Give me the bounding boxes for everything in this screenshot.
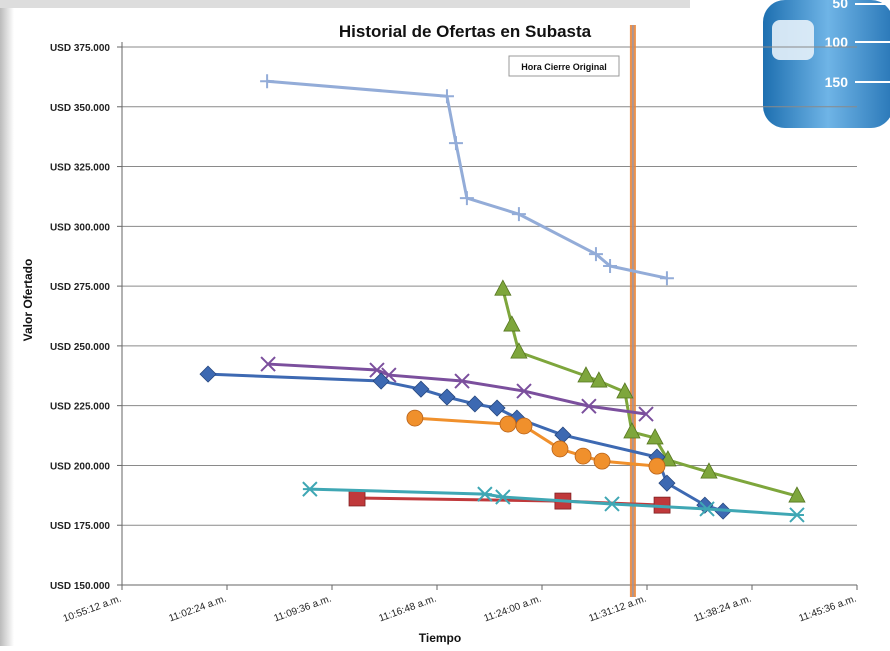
- y-tick-label: USD 300.000: [50, 222, 110, 233]
- y-tick-label: USD 275.000: [50, 282, 110, 293]
- y-tick-label: USD 200.000: [50, 461, 110, 472]
- chart: 50 100 150 Historial de Ofertas en Subas…: [0, 0, 890, 646]
- marker-shape: [659, 475, 675, 491]
- data-point: [624, 423, 640, 438]
- data-point: [605, 497, 619, 511]
- y-tick-label: USD 250.000: [50, 342, 110, 353]
- marker-shape: [504, 316, 520, 331]
- marker-shape: [500, 416, 516, 432]
- marker-shape: [449, 136, 463, 150]
- data-point: [555, 427, 571, 443]
- frame-shadow: [0, 0, 14, 646]
- data-point: [511, 343, 527, 358]
- marker-shape: [439, 389, 455, 405]
- x-tick-label: 11:16:48 a.m.: [377, 593, 438, 624]
- y-tick-label: USD 175.000: [50, 521, 110, 532]
- marker-shape: [489, 400, 505, 416]
- legend-label: Hora Cierre Original: [521, 62, 607, 72]
- data-point: [439, 389, 455, 405]
- marker-shape: [516, 418, 532, 434]
- marker-shape: [649, 458, 665, 474]
- data-point: [349, 490, 365, 506]
- series-line: [208, 374, 723, 511]
- y-tick-label: USD 150.000: [50, 581, 110, 592]
- data-point: [449, 136, 463, 150]
- data-point: [512, 207, 526, 221]
- data-point: [496, 490, 510, 504]
- data-point: [790, 508, 804, 522]
- marker-shape: [496, 490, 510, 504]
- beaker: 50 100 150: [763, 0, 890, 128]
- beaker-label: 100: [825, 34, 849, 50]
- marker-shape: [575, 448, 591, 464]
- data-point: [516, 418, 532, 434]
- marker-shape: [512, 207, 526, 221]
- data-point: [552, 441, 568, 457]
- y-tick-label: USD 325.000: [50, 163, 110, 174]
- data-point: [594, 453, 610, 469]
- frame-shadow: [0, 0, 690, 8]
- data-point: [467, 396, 483, 412]
- y-axis-label: Valor Ofertado: [21, 259, 35, 342]
- marker-shape: [460, 191, 474, 205]
- beaker-label: 150: [825, 74, 849, 90]
- beaker-label: 50: [832, 0, 848, 11]
- y-tick-label: USD 375.000: [50, 43, 110, 54]
- marker-shape: [413, 381, 429, 397]
- series-line: [267, 81, 667, 278]
- data-point: [649, 458, 665, 474]
- marker-shape: [790, 508, 804, 522]
- data-point: [460, 191, 474, 205]
- data-point: [413, 381, 429, 397]
- marker-shape: [511, 343, 527, 358]
- marker-shape: [349, 490, 365, 506]
- data-point: [260, 74, 274, 88]
- marker-shape: [200, 366, 216, 382]
- marker-shape: [260, 74, 274, 88]
- marker-shape: [555, 427, 571, 443]
- marker-shape: [467, 396, 483, 412]
- data-point: [440, 89, 454, 103]
- data-point: [495, 280, 511, 295]
- x-tick-label: 10:55:12 a.m.: [62, 593, 123, 624]
- chart-title: Historial de Ofertas en Subasta: [339, 22, 592, 41]
- marker-shape: [605, 497, 619, 511]
- data-point: [660, 271, 674, 285]
- marker-shape: [407, 410, 423, 426]
- marker-shape: [495, 280, 511, 295]
- data-point: [489, 400, 505, 416]
- x-tick-label: 11:31:12 a.m.: [587, 593, 648, 624]
- marker-shape: [660, 271, 674, 285]
- data-point: [659, 475, 675, 491]
- x-tick-label: 11:02:24 a.m.: [167, 593, 228, 624]
- data-point: [500, 416, 516, 432]
- y-tick-label: USD 225.000: [50, 402, 110, 413]
- x-axis-label: Tiempo: [419, 631, 461, 645]
- data-point: [200, 366, 216, 382]
- marker-shape: [594, 453, 610, 469]
- page: {"chart_data": {"type": "line", "title":…: [0, 0, 890, 646]
- y-tick-label: USD 350.000: [50, 103, 110, 114]
- data-point: [575, 448, 591, 464]
- marker-shape: [552, 441, 568, 457]
- marker-shape: [303, 482, 317, 496]
- data-point: [407, 410, 423, 426]
- marker-shape: [624, 423, 640, 438]
- marker-shape: [440, 89, 454, 103]
- x-tick-label: 11:24:00 a.m.: [482, 593, 543, 624]
- data-point: [303, 482, 317, 496]
- x-tick-label: 11:45:36 a.m.: [797, 593, 858, 624]
- x-tick-label: 11:09:36 a.m.: [272, 593, 333, 624]
- x-tick-label: 11:38:24 a.m.: [692, 593, 753, 624]
- data-point: [504, 316, 520, 331]
